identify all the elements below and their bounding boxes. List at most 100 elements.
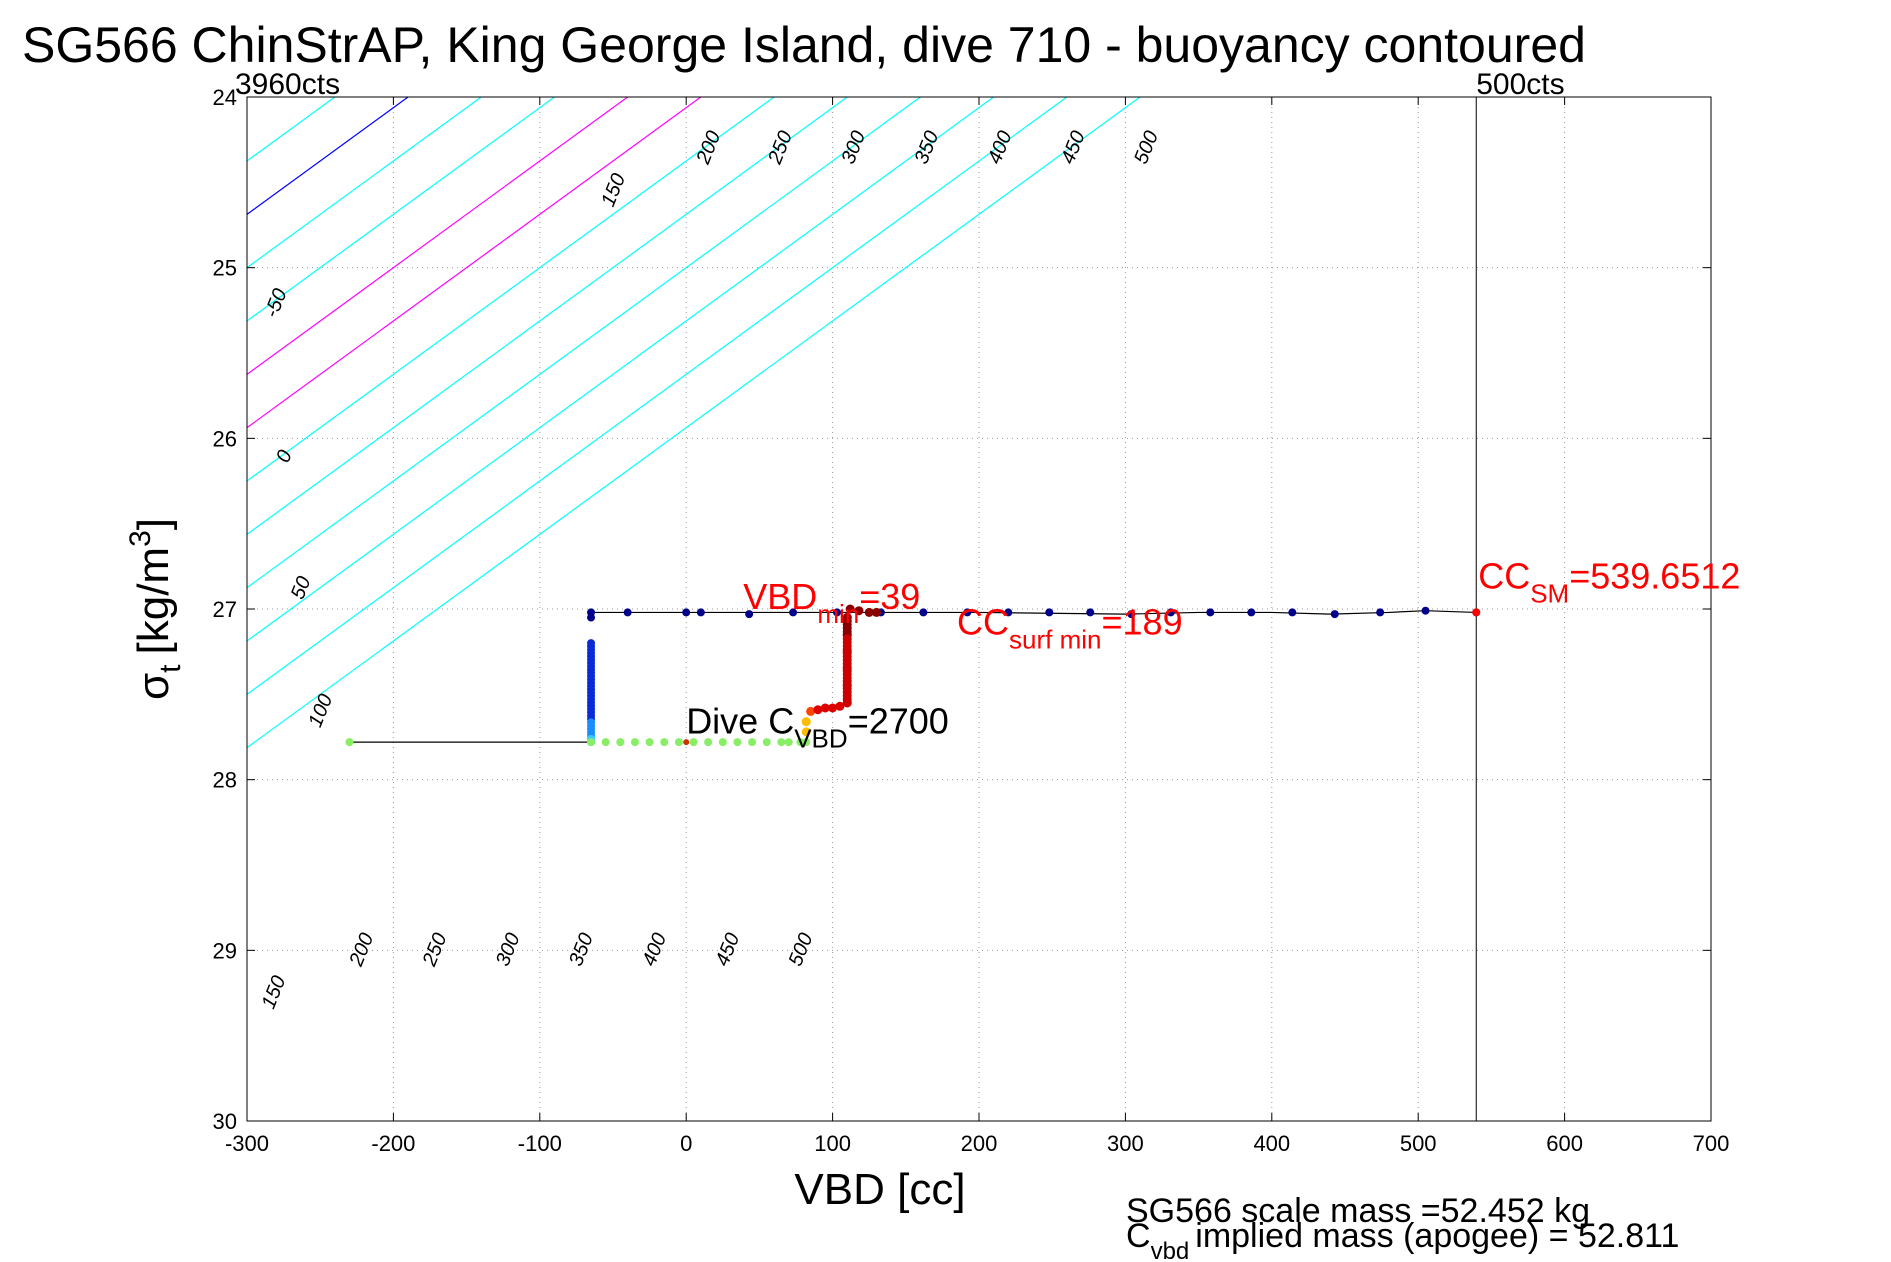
- ascent-point-6: [835, 701, 845, 711]
- annotation-0-main: VBD: [743, 576, 817, 617]
- apogee-point-5: [645, 738, 654, 747]
- contour-lower-label-2: 250: [418, 930, 451, 970]
- ascent-point-16: [872, 607, 882, 617]
- surface-point-20: [1421, 606, 1430, 615]
- surface-point-13: [1127, 610, 1136, 619]
- annotation-0: VBDmin=39: [743, 576, 920, 629]
- annotation-1-main: CC: [957, 602, 1009, 643]
- x-tick-label-400: 400: [1253, 1131, 1290, 1156]
- surface-point-5: [789, 608, 798, 617]
- surface-point-12: [1086, 608, 1095, 617]
- annotation-3-value: =2700: [848, 701, 949, 742]
- ascent-point-15: [864, 607, 874, 617]
- y-axis-label: σt [kg/m3]: [124, 518, 187, 700]
- x-tick-label-500: 500: [1400, 1131, 1437, 1156]
- y-axis-unit: [kg/m: [129, 547, 178, 655]
- contour-label-450: 450: [1057, 128, 1090, 167]
- contour-line-250: [247, 97, 775, 482]
- annotation-2-sub: SM: [1530, 579, 1569, 609]
- contour-lower-label-3: 300: [492, 930, 525, 969]
- apogee-point-0: [345, 738, 354, 747]
- contour-label-500: 500: [1130, 128, 1163, 167]
- contour-line-150: [247, 97, 628, 376]
- contour-lower-label-0: 150: [258, 973, 291, 1012]
- surface-point-6: [832, 608, 841, 617]
- contour-label-250: 250: [764, 128, 797, 168]
- surface-point-11: [1045, 608, 1054, 617]
- apogee-point-16: [796, 738, 805, 747]
- axis-ticks: -300 -200 -100 0 100 200 300 400 500 600 700242526…: [213, 68, 1730, 1156]
- x-tick-label--100: -100: [518, 1131, 562, 1156]
- annotation-1: CCsurf min=189: [957, 602, 1183, 655]
- footer-implied-mass: implied mass (apogee) = 52.811: [1195, 1217, 1679, 1255]
- surface-point-9: [963, 608, 972, 617]
- contour-label--50: -50: [261, 286, 292, 321]
- surface-line: [591, 610, 1477, 615]
- apogee-point-7: [674, 738, 683, 747]
- contour-label-100: 100: [304, 691, 337, 730]
- y-tick-label-24: 24: [213, 85, 237, 110]
- apogee-point-10: [718, 738, 727, 747]
- contour-line-200: [247, 97, 702, 429]
- annotation-3-main: Dive C: [686, 701, 794, 742]
- ascent-column-point-24: [842, 698, 852, 708]
- contour-line-300: [247, 97, 848, 536]
- annotation-0-sub: min: [817, 599, 859, 629]
- surface-point-19: [1376, 608, 1385, 617]
- svg-text:σt[kg/m3]: σt [kg/m3]: [124, 518, 187, 700]
- data-series: [345, 97, 1481, 1121]
- apogee-point-9: [704, 738, 713, 747]
- cc-sm-point: [1472, 608, 1481, 617]
- apogee-point-6: [660, 738, 669, 747]
- surface-point-2: [682, 608, 691, 617]
- contour-line-100: [247, 97, 555, 322]
- annotation-1-sub: surf min: [1009, 625, 1101, 655]
- y-axis-superscript: 3: [124, 530, 157, 547]
- ascent-point-4: [820, 703, 830, 713]
- contour-lower-label-7: 500: [785, 930, 818, 969]
- count-mark-0: 3960cts: [235, 68, 340, 101]
- y-axis-close: ]: [129, 518, 178, 530]
- annotation-2: CCSM=539.6512: [1478, 556, 1740, 609]
- ascent-point-14: [854, 606, 864, 616]
- surface-point-4: [745, 610, 754, 619]
- surface-point-16: [1247, 608, 1256, 617]
- surface-point-14: [1166, 608, 1175, 617]
- y-tick-label-30: 30: [213, 1109, 237, 1134]
- y-tick-label-26: 26: [213, 426, 237, 451]
- x-tick-label--300: -300: [225, 1131, 269, 1156]
- annotation-2-value: =539.6512: [1569, 556, 1740, 597]
- contour-lower-label-5: 400: [638, 930, 671, 969]
- ascent-point-0: [801, 727, 811, 737]
- x-tick-label-600: 600: [1546, 1131, 1583, 1156]
- contour-label-0: 0: [272, 447, 297, 466]
- apogee-point-15: [784, 738, 793, 747]
- apogee-point-13: [762, 738, 771, 747]
- contour-lower-label-4: 350: [565, 930, 598, 969]
- contour-line-500: [247, 97, 1141, 749]
- apogee-point-17: [802, 738, 811, 747]
- y-axis-symbol: σ: [129, 673, 178, 700]
- contour-lower-label-1: 200: [345, 930, 378, 970]
- apogee-point-3: [616, 738, 625, 747]
- surface-point-18: [1330, 610, 1339, 619]
- ascent-point-3: [813, 705, 823, 715]
- y-tick-label-29: 29: [213, 938, 237, 963]
- footer-notes: SG566 scale mass =52.452 kg Cvbd implied …: [1126, 1192, 1679, 1262]
- contour-line-450: [247, 97, 1068, 696]
- y-tick-label-27: 27: [213, 597, 237, 622]
- footer-prefix: C: [1126, 1217, 1151, 1255]
- surface-point-0: [587, 608, 596, 617]
- surface-point-1: [623, 608, 632, 617]
- contour-lines: [247, 97, 1141, 749]
- apogee-point-12: [748, 738, 757, 747]
- annotation-0-value: =39: [859, 576, 920, 617]
- x-tick-label-0: 0: [680, 1131, 692, 1156]
- contour-lower-label-6: 450: [711, 930, 744, 969]
- surface-point-15: [1206, 608, 1215, 617]
- apogee-center-point: [683, 739, 690, 746]
- annotation-1-value: =189: [1102, 602, 1183, 643]
- chart-title: SG566 ChinStrAP, King George Island, div…: [22, 17, 1586, 73]
